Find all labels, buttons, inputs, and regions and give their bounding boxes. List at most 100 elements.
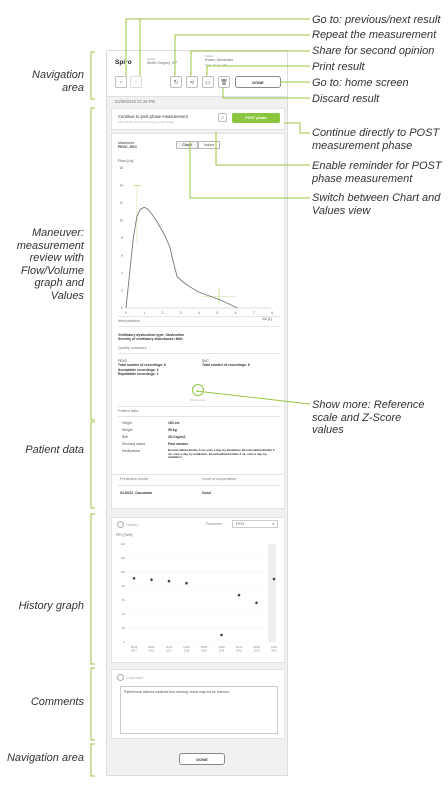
callout-line: Enable reminder for POST (312, 160, 442, 172)
x-tick-label: 2017 (149, 649, 155, 653)
history-point (272, 577, 276, 581)
callout-home: Go to: home screen (312, 77, 448, 90)
y-tick-label: 0 (121, 306, 123, 310)
discard-button[interactable]: 🗑 (218, 76, 230, 88)
printer-icon: ▭ (205, 78, 211, 86)
trash-icon: 🗑 (220, 78, 228, 86)
x-tick-label: 8 (271, 311, 273, 315)
x-tick-label: 2019 (271, 649, 277, 653)
comment-textarea[interactable]: Patient took asthma medicine this mornin… (120, 686, 278, 734)
patient-row-label: Smoking status (122, 442, 146, 446)
divider (118, 353, 280, 354)
chevron-down-icon: ▾ (272, 522, 274, 526)
chevron-left-icon: ‹ (119, 78, 123, 86)
app-brand: Spiro (115, 59, 132, 66)
fevc-line: Repeatable recordings: 2 (118, 372, 159, 377)
tab-values[interactable]: Values (198, 141, 220, 149)
y-tick-label: 120 (120, 556, 125, 560)
print-button[interactable]: ▭ (202, 76, 214, 88)
x-tick-label: 5 (216, 311, 218, 315)
cooperation-value: Good (202, 491, 211, 495)
y-tick-label: 14 (119, 184, 123, 188)
show-more-button[interactable]: ⌄ (192, 384, 204, 396)
maneuver-type: FEVC, SVC (118, 145, 137, 149)
history-point (167, 579, 171, 583)
prediction-model-heading: Prediction model (120, 477, 149, 481)
reminder-bell-button[interactable]: ♫ (218, 113, 227, 122)
patient-name: Evans, Alexander (205, 58, 233, 62)
history-point (150, 578, 153, 581)
post-phase-panel: Continue to post phase measurement After… (111, 108, 285, 130)
bracket-patient (90, 421, 95, 509)
callout-line: values (312, 424, 344, 436)
divider (118, 485, 280, 486)
comment-panel: Comment Patient took asthma medicine thi… (111, 669, 285, 739)
callout-line: scale and Z-Score (312, 411, 402, 424)
repeat-measurement-button[interactable]: ↻ (170, 76, 182, 88)
x-tick-label: 11/15 (236, 645, 243, 649)
callout-line: Print result (312, 61, 365, 73)
history-point (255, 601, 258, 605)
y-axis-label: FEV [%ref] (116, 533, 132, 537)
svc-line: Total number of recordings: 6 (202, 363, 250, 368)
x-tick-label: 2017 (166, 649, 172, 653)
patient-row-label: BMI (122, 435, 129, 439)
share-button[interactable]: ⋖ (186, 76, 198, 88)
x-tick-label: 2018 (236, 649, 242, 653)
callout-line: Navigation area (6, 752, 84, 764)
next-result-button[interactable]: › (130, 76, 142, 88)
y-tick-label: 16 (119, 166, 123, 170)
share-icon: ⋖ (189, 78, 195, 86)
y-tick-label: 4 (121, 271, 123, 275)
callout-history-graph: History graph (2, 600, 84, 613)
interpretation-heading: Interpretation (118, 319, 141, 323)
callout-reminder-post: Enable reminder for POST phase measureme… (312, 160, 448, 185)
patient-row-label: Weight (122, 428, 133, 432)
previous-result-button[interactable]: ‹ (115, 76, 127, 88)
done-button[interactable]: DONE (235, 76, 281, 88)
tab-chart[interactable]: Chart (176, 141, 198, 149)
chevron-down-icon: ⌄ (195, 387, 201, 394)
callout-line: measurement phase (312, 139, 413, 152)
callout-line: Switch between Chart and (312, 192, 441, 204)
callout-line: review with (29, 252, 84, 264)
x-tick-label: 02/08 (253, 645, 260, 649)
callout-prev-next: Go to: previous/next result (312, 14, 448, 27)
maneuver-panel: Maneuver: FEVC, SVC Chart Values Flow [L… (111, 133, 285, 475)
x-tick-label: 12/04 (271, 645, 278, 649)
callout-repeat: Repeat the measurement (312, 29, 448, 42)
divider (118, 406, 280, 407)
parameter-select[interactable]: FEV1 ▾ (232, 520, 278, 528)
fevc-line: Acceptable recordings: 4 (118, 367, 159, 372)
top-navigation: Spiro Doctor Smith Gregory, GP Patient E… (107, 51, 287, 97)
y-tick-label: 10 (119, 219, 123, 223)
callout-line: phase measurement (312, 172, 413, 185)
x-tick-label: 6 (235, 311, 237, 315)
callout-discard: Discard result (312, 93, 448, 106)
x-tick-label: 3 (180, 311, 182, 315)
callout-line: Navigation (32, 69, 84, 81)
callout-line: Patient data (25, 444, 84, 456)
highlight-band (268, 544, 276, 642)
y-tick-label: 12 (119, 201, 123, 205)
interpretation-line: Ventilatory dysfunction type: Obstructiv… (118, 333, 185, 337)
bottom-done-button[interactable]: DONE (179, 753, 225, 765)
interpretation-text: Ventilatory dysfunction type: Obstructiv… (118, 333, 184, 342)
post-phase-title: Continue to post phase measurement (118, 114, 188, 119)
x-tick-label: 08/22 (148, 645, 155, 649)
doctor-name: Smith Gregory, GP (147, 61, 178, 65)
x-tick-label: 2018 (201, 649, 207, 653)
x-tick-label: 2 (162, 311, 164, 315)
interpretation-line: Severity of ventilatory disturbance: Mil… (118, 337, 183, 342)
callout-switch-view: Switch between Chart and Values view (312, 192, 448, 217)
post-phase-button[interactable]: POST phase (232, 113, 280, 123)
history-panel: History Parameter FEV1 ▾ FEV [%ref] 0 20 40… (111, 517, 285, 663)
x-tick-label: 2017 (131, 649, 137, 653)
callout-patient-data: Patient data (2, 444, 84, 457)
callout-maneuver: Maneuver: measurement review with Flow/V… (2, 227, 84, 302)
x-tick-label: 10/25 (218, 645, 225, 649)
history-point (220, 633, 223, 637)
history-point (237, 593, 241, 597)
x-tick-label: 7 (253, 311, 255, 315)
